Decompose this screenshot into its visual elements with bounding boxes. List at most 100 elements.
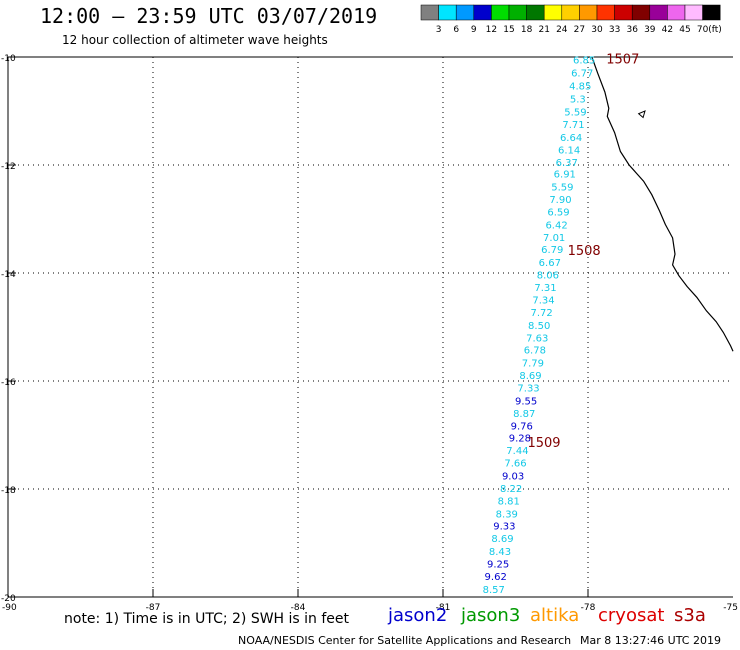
- legend-unit: (ft): [708, 25, 722, 35]
- wave-height-value: 7.33: [517, 383, 539, 394]
- legend-swatch: [579, 4, 598, 21]
- wave-height-value: 9.03: [502, 472, 524, 483]
- footer-timestamp: Mar 8 13:27:46 UTC 2019: [580, 634, 721, 647]
- legend-label: 30: [591, 25, 603, 35]
- wave-height-value: 6.14: [558, 145, 580, 156]
- page-title: 12:00 — 23:59 UTC 03/07/2019: [40, 4, 378, 28]
- wave-height-value: 9.28: [509, 434, 531, 445]
- legend-label: 9: [471, 25, 477, 35]
- wave-height-value: 8.50: [528, 321, 550, 332]
- wave-height-value: 7.31: [534, 283, 556, 294]
- wave-height-value: 7.90: [549, 195, 571, 206]
- wave-height-value: 7.71: [562, 120, 584, 131]
- hour-marker: 1507: [606, 53, 639, 68]
- legend-swatch: [561, 4, 580, 21]
- legend-swatch: [684, 4, 703, 21]
- wave-height-value: 8.43: [489, 547, 511, 558]
- wave-height-value: 8.69: [519, 371, 541, 382]
- lat-label: -18: [1, 486, 16, 496]
- wave-height-value: 6.79: [541, 245, 563, 256]
- wave-height-value: 8.69: [491, 534, 513, 545]
- lon-label: -75: [723, 603, 738, 613]
- hour-markers: 1507 1508 1509: [527, 53, 639, 451]
- wave-height-value: 7.79: [522, 359, 544, 370]
- legend-swatch: [543, 4, 563, 21]
- wave-height-value: 9.25: [487, 560, 509, 571]
- legend-label: 12: [486, 25, 497, 35]
- legend-swatch: [631, 4, 651, 21]
- wave-height-value: 8.87: [513, 409, 535, 420]
- legend-label: 3: [436, 25, 442, 35]
- lat-label: -12: [1, 162, 16, 172]
- wave-height-value: 6.37: [556, 158, 578, 169]
- legend-label: 15: [503, 25, 514, 35]
- lat-label: -20: [1, 594, 16, 604]
- wave-height-value: 7.72: [530, 308, 552, 319]
- wave-height-value: 6.64: [560, 133, 582, 144]
- legend-label: 21: [538, 25, 549, 35]
- island-outline: [637, 110, 646, 119]
- wave-height-value: 5.59: [551, 183, 573, 194]
- legend-label: 6: [453, 25, 459, 35]
- lon-label: -90: [2, 603, 17, 613]
- sat-label-cryosat: cryosat: [598, 605, 665, 626]
- lat-label: -16: [1, 378, 16, 388]
- sat-label-altika: altika: [530, 605, 580, 626]
- wave-height-value: 7.66: [504, 459, 526, 470]
- legend-swatch: [614, 4, 633, 21]
- wave-height-value: 6.59: [547, 207, 569, 218]
- wave-height-value: 7.44: [506, 446, 528, 457]
- legend-label: 70: [697, 25, 709, 35]
- legend-swatch: [473, 4, 492, 21]
- wave-height-value: 7.01: [543, 233, 565, 244]
- legend-swatch: [491, 4, 510, 21]
- lon-label: -78: [581, 603, 596, 613]
- legend-label: 24: [556, 25, 568, 35]
- units-note: note: 1) Time is in UTC; 2) SWH is in fe…: [64, 611, 350, 627]
- coastline: [591, 56, 734, 352]
- legend-swatch: [420, 4, 439, 21]
- wave-height-value: 6.91: [554, 170, 576, 181]
- lon-label: -81: [436, 603, 451, 613]
- coastline-path: [591, 56, 734, 352]
- wave-height-value: 8.22: [500, 484, 522, 495]
- legend-label: 36: [626, 25, 638, 35]
- color-legend: 3 6 9 12 15 18 21 24 27 30 33 36 39 42 45 70 (ft): [420, 4, 722, 35]
- legend-swatch: [667, 4, 686, 21]
- legend-label: 42: [662, 25, 673, 35]
- hour-marker: 1508: [568, 244, 601, 259]
- wave-height-value: 5.3: [570, 95, 586, 106]
- wave-height-value: 6.77: [571, 69, 593, 80]
- lat-label: -10: [1, 54, 16, 64]
- legend-swatch: [702, 4, 721, 21]
- wave-height-value: 6.67: [539, 258, 561, 269]
- wave-height-value: 9.76: [511, 421, 533, 432]
- legend-label: 39: [644, 25, 656, 35]
- legend-label: 45: [679, 25, 690, 35]
- wave-height-value: 7.34: [532, 295, 554, 306]
- lon-label: -84: [291, 603, 306, 613]
- lon-label: -87: [146, 603, 161, 613]
- wave-height-value: 9.33: [493, 522, 515, 533]
- wave-height-value: 6.42: [545, 220, 567, 231]
- wave-height-value: 8.81: [498, 496, 520, 507]
- page-subtitle: 12 hour collection of altimeter wave hei…: [62, 33, 328, 47]
- sat-label-s3a: s3a: [674, 605, 706, 626]
- lat-label: -14: [1, 270, 16, 280]
- wave-height-value: 8.06: [537, 271, 559, 282]
- sat-label-jason2: jason2: [388, 605, 448, 626]
- legend-swatch: [438, 4, 457, 21]
- legend-swatch: [596, 4, 615, 21]
- wave-height-value: 8.57: [483, 585, 505, 596]
- map-grid: -10 -12 -14 -16 -18 -20-90 -87 -84 -81 -78 -75: [1, 54, 738, 613]
- legend-label: 27: [574, 25, 585, 35]
- wave-height-value: 5.59: [564, 108, 586, 119]
- wave-height-value: 8.39: [496, 509, 518, 520]
- wave-height-value: 6.85: [573, 56, 595, 67]
- wave-height-value: 6.78: [524, 346, 546, 357]
- hour-marker: 1509: [527, 436, 560, 451]
- legend-swatch: [526, 4, 545, 21]
- legend-swatch: [508, 4, 527, 21]
